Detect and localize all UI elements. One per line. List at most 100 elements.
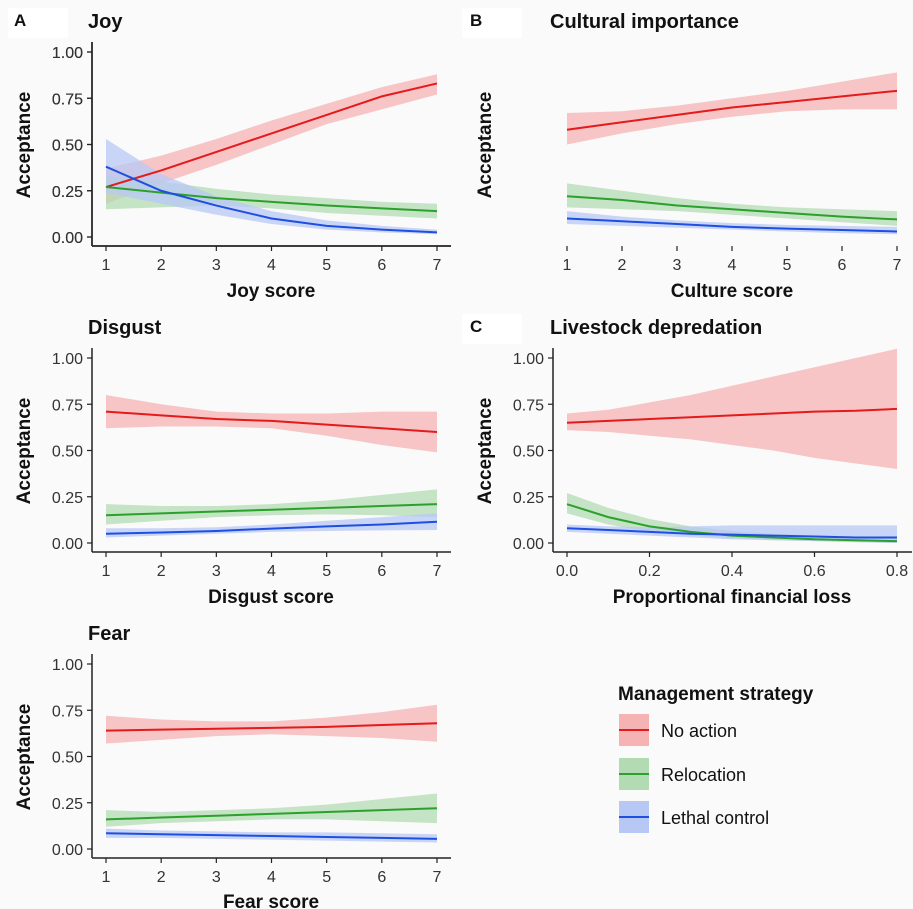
- panel-title: Joy: [88, 11, 123, 33]
- series-line-no-action: [105, 82, 438, 189]
- x-tick-label: 6: [377, 563, 386, 580]
- x-tick-label: 2: [157, 257, 166, 274]
- y-tick-label: 0.75: [52, 91, 83, 108]
- x-tick-label: 4: [728, 257, 737, 274]
- x-tick-label: 4: [267, 869, 276, 886]
- y-tick-label: 1.00: [52, 45, 83, 62]
- series-line-no-action: [105, 722, 438, 732]
- series-line-relocation: [105, 807, 438, 821]
- x-tick-label: 1: [102, 869, 111, 886]
- panel-letter: B: [470, 11, 482, 30]
- y-tick-label: 0.00: [52, 230, 83, 247]
- x-tick-label: 2: [618, 257, 627, 274]
- x-tick-label: 4: [267, 257, 276, 274]
- panel-letter: C: [470, 317, 482, 336]
- x-tick-label: 5: [783, 257, 792, 274]
- y-tick-label: 0.75: [52, 703, 83, 720]
- y-tick-label: 0.50: [52, 138, 83, 155]
- y-tick-label: 0.00: [52, 842, 83, 859]
- panel-letter: A: [14, 11, 26, 30]
- panel-title: Disgust: [88, 317, 162, 339]
- x-tick-label: 7: [433, 257, 442, 274]
- series-line-lethal-control: [566, 217, 898, 233]
- legend: Management strategy No action Relocation…: [618, 684, 814, 833]
- x-tick-label: 0.2: [638, 563, 660, 580]
- y-axis-title: Acceptance: [14, 92, 35, 199]
- panel-livestock-depredation: 0.00 0.25 0.50 0.75 1.00 0.0 0.2 0.4 0.6 0.8 Lives…: [470, 317, 912, 608]
- y-tick-label: 0.25: [52, 796, 83, 813]
- panel-cultural-importance: 0.00 0.25 0.50 0.75 1.00 1 2 3 4 5 6 7 Cultural impo…: [52, 11, 902, 302]
- y-tick-label: 1.00: [52, 45, 83, 62]
- x-tick-label: 0.8: [886, 563, 908, 580]
- series-line-no-action: [105, 410, 438, 433]
- ci-band-no-action: [106, 395, 437, 453]
- legend-title: Management strategy: [618, 684, 814, 705]
- series-line-no-action: [566, 407, 898, 424]
- x-tick-label: 6: [838, 257, 847, 274]
- series-line-lethal-control: [105, 832, 438, 840]
- legend-label-lethal-control: Lethal control: [661, 808, 769, 828]
- x-tick-label: 3: [212, 257, 221, 274]
- series-line-relocation: [105, 186, 438, 213]
- y-tick-label: 0.00: [513, 536, 544, 553]
- x-tick-label: 1: [102, 563, 111, 580]
- ci-band-no-action: [106, 704, 437, 744]
- panel-label-box-b: [462, 8, 522, 38]
- x-tick-label: 1: [563, 257, 572, 274]
- x-tick-label: 0.0: [556, 563, 578, 580]
- series-line-no-action: [566, 89, 898, 131]
- y-tick-label: 0.75: [513, 397, 544, 414]
- panel-label-box-a: [8, 8, 68, 38]
- x-tick-label: 3: [212, 869, 221, 886]
- y-tick-label: 0.75: [52, 397, 83, 414]
- ci-band-relocation: [106, 489, 437, 525]
- x-axis-title: Joy score: [227, 281, 316, 302]
- x-axis-title: Disgust score: [208, 587, 334, 608]
- y-axis-title: Acceptance: [14, 398, 35, 505]
- y-tick-label: 0.25: [52, 490, 83, 507]
- x-tick-label: 0.4: [721, 563, 743, 580]
- panel-disgust: 0.00 0.25 0.50 0.75 1.00 1 2 3 4 5 6 7 Disgust Disgus…: [14, 317, 451, 608]
- y-tick-label: 0.25: [513, 490, 544, 507]
- x-axis-title: Culture score: [671, 281, 793, 302]
- panel-joy: 0.00 0.25 0.50 0.75 1.00 1 2 3 4 5 6 7 Joy A Joy score…: [14, 11, 451, 302]
- series-line-lethal-control: [105, 520, 438, 535]
- y-tick-label: 0.50: [52, 750, 83, 767]
- y-axis-title: Acceptance: [475, 398, 496, 505]
- x-tick-label: 0.6: [803, 563, 825, 580]
- panel-title: Fear: [88, 623, 130, 645]
- series-line-relocation: [566, 195, 898, 221]
- x-tick-label: 7: [433, 563, 442, 580]
- y-tick-label: 1.00: [513, 351, 544, 368]
- panel-title: Cultural importance: [550, 11, 739, 33]
- y-tick-label: 0.25: [52, 184, 83, 201]
- legend-label-no-action: No action: [661, 721, 737, 741]
- x-tick-label: 5: [322, 563, 331, 580]
- series-line-lethal-control: [566, 527, 897, 539]
- y-tick-label: 0.25: [52, 184, 83, 201]
- x-tick-label: 3: [673, 257, 682, 274]
- y-tick-label: 0.50: [52, 444, 83, 461]
- x-axis-title: Fear score: [223, 892, 319, 909]
- panel-label-box-c: [462, 314, 522, 344]
- y-tick-label: 1.00: [52, 351, 83, 368]
- series-line-lethal-control: [105, 165, 438, 234]
- legend-label-relocation: Relocation: [661, 765, 746, 785]
- y-tick-label: 0.75: [52, 91, 83, 108]
- y-tick-label: 0.50: [52, 138, 83, 155]
- ci-band-relocation: [106, 793, 437, 827]
- x-tick-label: 6: [377, 257, 386, 274]
- x-tick-label: 7: [433, 869, 442, 886]
- x-tick-label: 4: [267, 563, 276, 580]
- y-tick-label: 0.00: [52, 536, 83, 553]
- y-axis-title: Acceptance: [475, 92, 496, 199]
- x-tick-label: 5: [322, 257, 331, 274]
- x-tick-label: 3: [212, 563, 221, 580]
- ci-band-no-action: [567, 348, 897, 469]
- panel-title: Livestock depredation: [550, 317, 762, 339]
- y-tick-label: 0.50: [513, 444, 544, 461]
- panel-fear: 0.00 0.25 0.50 0.75 1.00 1 2 3 4 5 6 7 Fear Fear scor…: [14, 623, 451, 909]
